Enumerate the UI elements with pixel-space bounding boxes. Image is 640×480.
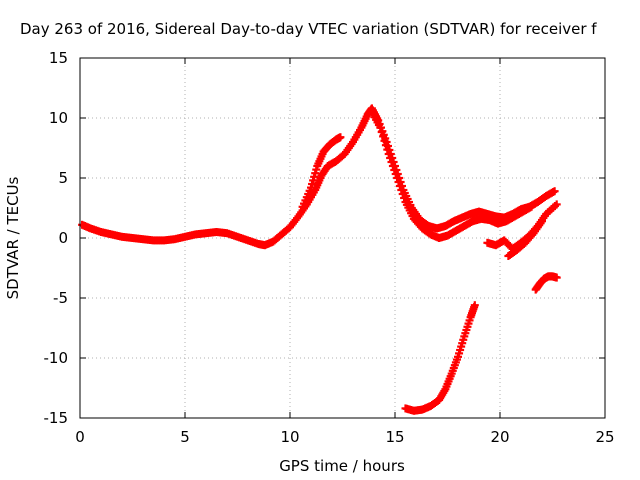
data-point [379, 132, 388, 141]
data-point [381, 141, 390, 150]
data-point [391, 170, 400, 178]
x-tick-label: 15 [385, 428, 404, 446]
series-trace [504, 217, 546, 260]
data-point [393, 174, 402, 182]
data-point [380, 136, 389, 145]
data-point [384, 150, 393, 158]
x-tick-label: 10 [280, 428, 299, 446]
data-point [336, 133, 345, 142]
x-tick-label: 20 [490, 428, 509, 446]
data-point [400, 194, 409, 202]
data-point [388, 162, 397, 170]
data-point [552, 200, 561, 209]
x-axis-label: GPS time / hours [279, 457, 405, 475]
series-trace [367, 108, 536, 242]
data-series [78, 104, 561, 415]
data-point [527, 202, 536, 211]
y-axis-label: SDTVAR / TECUs [4, 176, 22, 299]
y-tick-label: -5 [53, 289, 68, 307]
data-point [394, 178, 403, 186]
chart-title: Day 263 of 2016, Sidereal Day-to-day VTE… [20, 20, 597, 38]
y-tick-label: 5 [58, 169, 68, 187]
data-point [377, 128, 386, 136]
x-tick-label: 0 [75, 428, 85, 446]
series-trace [298, 133, 345, 211]
data-point [538, 217, 546, 226]
data-point [386, 154, 395, 162]
data-point [550, 187, 559, 196]
data-point [470, 301, 479, 310]
y-tick-label: 10 [49, 109, 68, 127]
y-tick-label: 0 [58, 229, 68, 247]
x-axis-ticks: 0 5 10 15 20 25 [75, 58, 615, 446]
data-point [390, 166, 399, 174]
data-point [552, 273, 561, 282]
x-tick-label: 5 [180, 428, 190, 446]
y-tick-label: -10 [44, 349, 69, 367]
series-trace [78, 104, 559, 250]
data-point [395, 182, 404, 190]
data-point [376, 123, 385, 132]
y-axis-ticks: -15 -10 -5 0 5 10 15 [44, 49, 605, 427]
data-point [387, 158, 396, 166]
x-tick-label: 25 [595, 428, 614, 446]
y-tick-label: -15 [44, 409, 69, 427]
data-point [398, 190, 407, 198]
series-trace [531, 272, 561, 294]
data-point [383, 145, 392, 154]
data-point [397, 186, 406, 194]
y-tick-label: 15 [49, 49, 68, 67]
series-trace [401, 301, 479, 415]
